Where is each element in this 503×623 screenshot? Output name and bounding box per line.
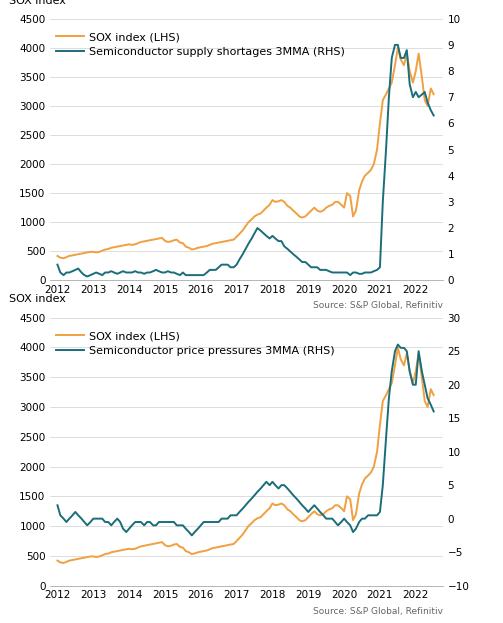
Semiconductor supply shortages 3MMA (RHS) xyxy=(431,112,437,119)
SOX index (LHS) xyxy=(431,90,437,98)
SOX index (LHS) xyxy=(395,344,401,351)
Semiconductor supply shortages 3MMA (RHS) xyxy=(296,255,302,263)
Semiconductor supply shortages 3MMA (RHS) xyxy=(84,273,90,280)
Semiconductor price pressures 3MMA (RHS) xyxy=(189,531,195,539)
SOX index (LHS) xyxy=(281,198,287,206)
Legend: SOX index (LHS), Semiconductor supply shortages 3MMA (RHS): SOX index (LHS), Semiconductor supply sh… xyxy=(56,32,345,57)
Line: SOX index (LHS): SOX index (LHS) xyxy=(57,348,434,563)
Semiconductor price pressures 3MMA (RHS) xyxy=(395,341,401,348)
Semiconductor supply shortages 3MMA (RHS) xyxy=(410,93,416,101)
SOX index (LHS) xyxy=(276,501,282,508)
Semiconductor supply shortages 3MMA (RHS) xyxy=(392,41,398,49)
SOX index (LHS) xyxy=(60,559,66,567)
Text: Source: S&P Global, Refinitiv: Source: S&P Global, Refinitiv xyxy=(313,607,443,616)
Line: SOX index (LHS): SOX index (LHS) xyxy=(57,48,434,259)
Text: SOX index: SOX index xyxy=(9,0,66,6)
Semiconductor supply shortages 3MMA (RHS) xyxy=(374,266,380,273)
SOX index (LHS) xyxy=(54,557,60,564)
SOX index (LHS) xyxy=(276,197,282,205)
Semiconductor supply shortages 3MMA (RHS) xyxy=(276,237,282,245)
Text: Source: S&P Global, Refinitiv: Source: S&P Global, Refinitiv xyxy=(313,302,443,310)
SOX index (LHS) xyxy=(60,255,66,262)
Semiconductor supply shortages 3MMA (RHS) xyxy=(72,266,78,273)
Semiconductor price pressures 3MMA (RHS) xyxy=(276,485,282,492)
SOX index (LHS) xyxy=(281,502,287,509)
Semiconductor price pressures 3MMA (RHS) xyxy=(72,508,78,516)
Line: Semiconductor supply shortages 3MMA (RHS): Semiconductor supply shortages 3MMA (RHS… xyxy=(57,45,434,277)
Semiconductor price pressures 3MMA (RHS) xyxy=(54,502,60,509)
SOX index (LHS) xyxy=(75,250,81,258)
SOX index (LHS) xyxy=(296,212,302,220)
Semiconductor price pressures 3MMA (RHS) xyxy=(281,482,287,489)
Legend: SOX index (LHS), Semiconductor price pressures 3MMA (RHS): SOX index (LHS), Semiconductor price pre… xyxy=(56,331,335,356)
SOX index (LHS) xyxy=(296,516,302,524)
SOX index (LHS) xyxy=(374,146,380,153)
SOX index (LHS) xyxy=(75,555,81,563)
Semiconductor price pressures 3MMA (RHS) xyxy=(410,381,416,389)
Semiconductor price pressures 3MMA (RHS) xyxy=(296,498,302,506)
SOX index (LHS) xyxy=(410,379,416,387)
SOX index (LHS) xyxy=(410,79,416,87)
Semiconductor supply shortages 3MMA (RHS) xyxy=(54,261,60,269)
Line: Semiconductor price pressures 3MMA (RHS): Semiconductor price pressures 3MMA (RHS) xyxy=(57,345,434,535)
Semiconductor price pressures 3MMA (RHS) xyxy=(374,511,380,519)
SOX index (LHS) xyxy=(374,448,380,455)
SOX index (LHS) xyxy=(431,391,437,399)
SOX index (LHS) xyxy=(395,44,401,52)
Semiconductor price pressures 3MMA (RHS) xyxy=(431,408,437,416)
Text: SOX index: SOX index xyxy=(9,294,66,305)
Semiconductor supply shortages 3MMA (RHS) xyxy=(281,242,287,250)
SOX index (LHS) xyxy=(54,252,60,260)
